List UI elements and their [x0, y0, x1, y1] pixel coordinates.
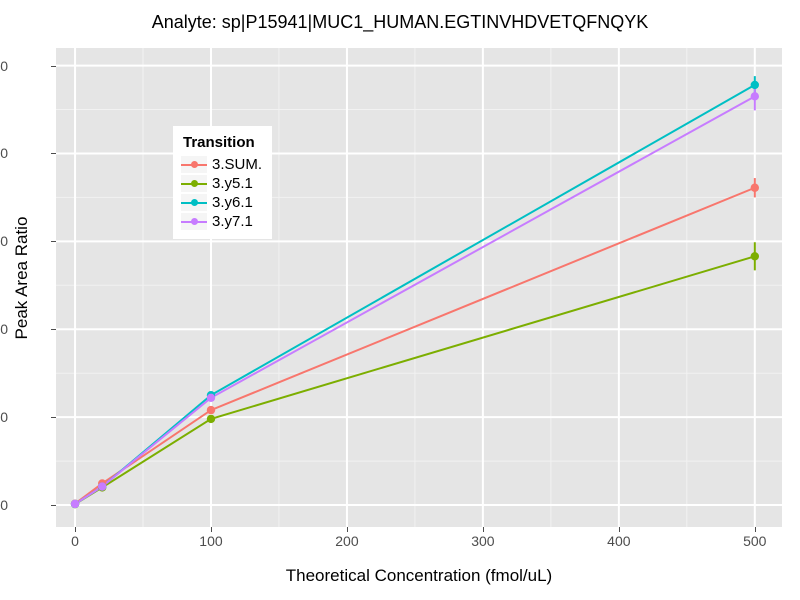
legend-key-icon: [181, 194, 207, 211]
x-tick-mark: [346, 527, 348, 532]
legend-key-dot: [191, 161, 198, 168]
y-tick-label: 30: [0, 233, 8, 250]
legend: Transition 3.SUM. 3.y5.1 3.y6.1 3.y7.1: [173, 126, 273, 239]
legend-key-icon: [181, 213, 207, 230]
x-tick-label: 400: [607, 533, 631, 549]
legend-label: 3.y5.1: [212, 175, 253, 192]
x-tick-label: 300: [471, 533, 495, 549]
y-tick-mark: [51, 241, 56, 243]
legend-entry[interactable]: 3.y5.1: [181, 174, 262, 193]
y-tick-mark: [51, 65, 56, 67]
legend-key-icon: [181, 175, 207, 192]
chart-title: Analyte: sp|P15941|MUC1_HUMAN.EGTINVHDVE…: [151, 12, 649, 32]
legend-key-dot: [191, 218, 198, 225]
legend-entry[interactable]: 3.y6.1: [181, 193, 262, 212]
y-axis-title: Peak Area Ratio: [12, 216, 31, 340]
legend-title: Transition: [183, 134, 255, 151]
legend-label: 3.SUM.: [212, 156, 263, 173]
gridlines-minor: [56, 48, 782, 527]
x-tick-mark: [754, 527, 756, 532]
y-tick-label: 10: [0, 409, 8, 426]
x-tick-mark: [75, 527, 77, 532]
legend-label: 3.y6.1: [212, 194, 253, 211]
legend-key-icon: [181, 156, 207, 173]
legend-entry[interactable]: 3.SUM.: [181, 155, 262, 174]
legend-key-dot: [191, 199, 198, 206]
y-tick-mark: [51, 505, 56, 507]
y-tick-label: 0: [0, 497, 8, 514]
legend-entry[interactable]: 3.y7.1: [181, 212, 262, 231]
legend-label: 3.y7.1: [212, 213, 253, 230]
x-tick-mark: [618, 527, 620, 532]
legend-entries: 3.SUM. 3.y5.1 3.y6.1 3.y7.1: [181, 155, 262, 231]
y-tick-mark: [51, 153, 56, 155]
y-tick-label: 20: [0, 321, 8, 338]
x-tick-label: 100: [199, 533, 223, 549]
y-tick-mark: [51, 329, 56, 331]
plot-panel: Transition 3.SUM. 3.y5.1 3.y6.1 3.y7.1: [56, 48, 782, 527]
x-tick-label: 500: [743, 533, 767, 549]
y-tick-mark: [51, 417, 56, 419]
plot-area-svg: [56, 48, 782, 527]
x-tick-label: 0: [71, 533, 79, 549]
gridlines-major: [56, 48, 782, 527]
y-tick-label: 40: [0, 145, 8, 162]
x-tick-mark: [482, 527, 484, 532]
y-tick-label: 50: [0, 57, 8, 74]
data-series-layer: [70, 76, 760, 509]
legend-key-dot: [191, 180, 198, 187]
x-tick-mark: [210, 527, 212, 532]
x-tick-label: 200: [335, 533, 359, 549]
x-axis-title: Theoretical Concentration (fmol/uL): [285, 566, 553, 585]
